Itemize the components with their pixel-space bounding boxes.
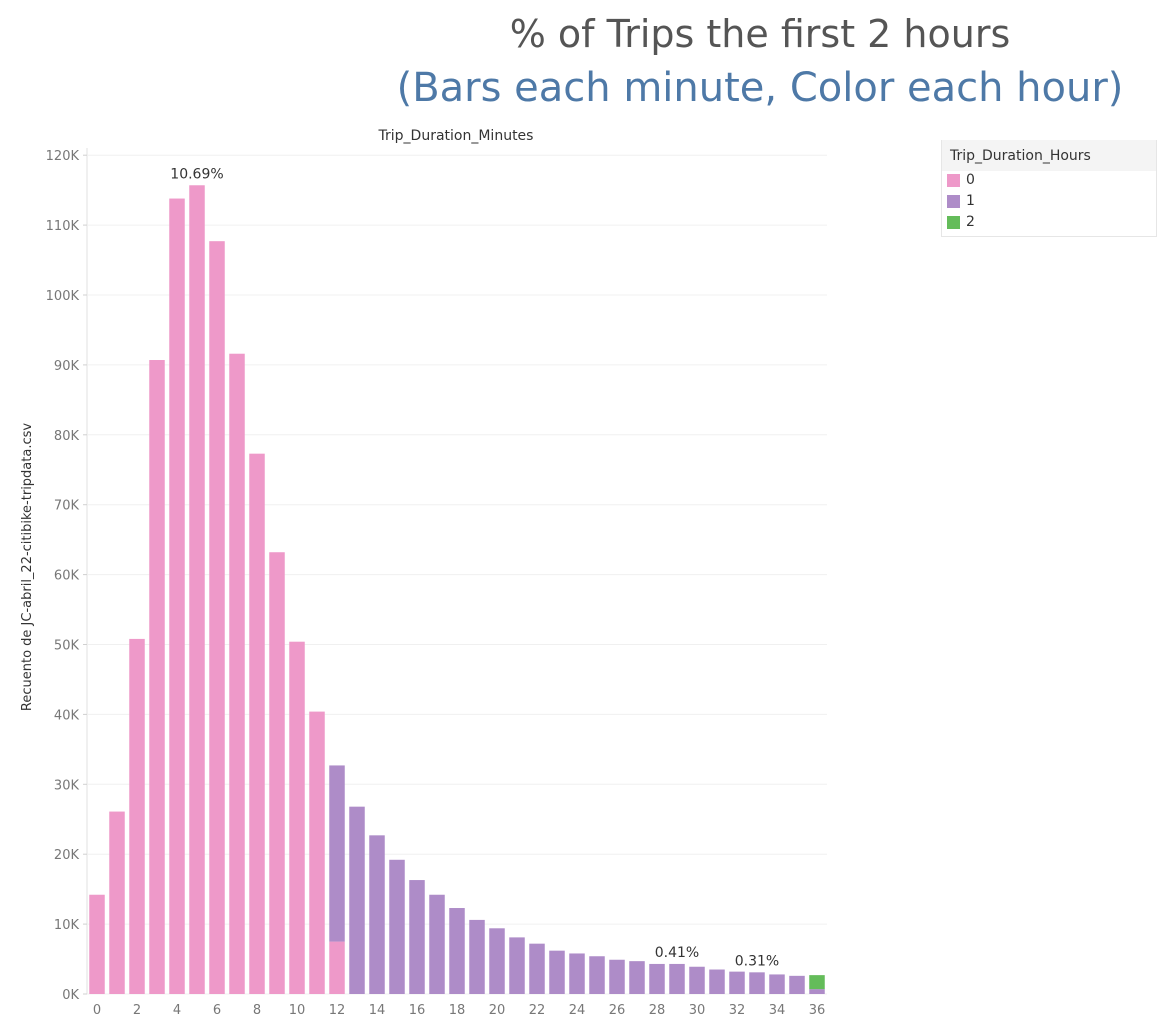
x-tick-label: 24 xyxy=(569,1003,586,1018)
bar-minute-0-hour-0 xyxy=(89,894,105,994)
y-tick-label: 50K xyxy=(54,639,80,654)
bar-minute-16-hour-1 xyxy=(409,880,425,994)
x-tick-label: 10 xyxy=(289,1003,306,1018)
bar-minute-26-hour-1 xyxy=(609,959,625,994)
bar-minute-25-hour-1 xyxy=(589,956,605,994)
bar-minute-36-hour-1 xyxy=(809,989,825,994)
bar-minute-18-hour-1 xyxy=(449,908,465,994)
x-tick-label: 2 xyxy=(133,1003,141,1018)
legend-title: Trip_Duration_Hours xyxy=(942,140,1156,171)
y-tick-label: 80K xyxy=(54,429,80,444)
y-tick-label: 90K xyxy=(54,359,80,374)
bar-minute-6-hour-0 xyxy=(209,241,225,994)
y-tick-label: 110K xyxy=(46,219,80,234)
bar-minute-23-hour-1 xyxy=(549,950,565,994)
x-tick-label: 12 xyxy=(329,1003,346,1018)
bar-minute-11-hour-0 xyxy=(309,711,325,994)
y-tick-label: 0K xyxy=(62,988,79,1003)
bar-minute-7-hour-0 xyxy=(229,353,245,995)
bar-minute-12-hour-1 xyxy=(329,765,345,942)
data-label: 0.31% xyxy=(735,953,779,969)
bar-minute-24-hour-1 xyxy=(569,953,585,994)
bar-minute-4-hour-0 xyxy=(169,198,185,995)
y-tick-label: 100K xyxy=(46,289,80,304)
bar-minute-20-hour-1 xyxy=(489,928,505,994)
legend-swatch-2 xyxy=(947,216,960,229)
legend-label-2: 2 xyxy=(966,214,975,230)
legend-swatch-1 xyxy=(947,195,960,208)
x-tick-label: 6 xyxy=(213,1003,221,1018)
y-tick-label: 60K xyxy=(54,569,80,584)
x-tick-label: 18 xyxy=(449,1003,466,1018)
bar-minute-30-hour-1 xyxy=(689,966,705,994)
bar-minute-17-hour-1 xyxy=(429,894,445,994)
y-tick-label: 120K xyxy=(46,149,80,164)
bar-minute-29-hour-1 xyxy=(669,963,685,994)
bar-minute-12-hour-0 xyxy=(329,941,345,994)
x-tick-label: 20 xyxy=(489,1003,506,1018)
bar-minute-2-hour-0 xyxy=(129,638,145,994)
x-tick-label: 26 xyxy=(609,1003,626,1018)
x-axis-title: Trip_Duration_Minutes xyxy=(378,128,534,144)
bar-minute-35-hour-1 xyxy=(789,975,805,994)
bar-minute-14-hour-1 xyxy=(369,835,385,994)
data-label: 10.69% xyxy=(170,166,223,182)
y-tick-label: 40K xyxy=(54,708,80,723)
y-tick-label: 20K xyxy=(54,848,80,863)
x-tick-label: 28 xyxy=(649,1003,666,1018)
x-tick-label: 34 xyxy=(769,1003,786,1018)
bar-minute-15-hour-1 xyxy=(389,859,405,994)
bar-minute-31-hour-1 xyxy=(709,969,725,994)
bar-minute-22-hour-1 xyxy=(529,943,545,994)
bar-minute-19-hour-1 xyxy=(469,919,485,994)
bar-minute-33-hour-1 xyxy=(749,972,765,994)
y-tick-label: 70K xyxy=(54,499,80,514)
bar-minute-34-hour-1 xyxy=(769,974,785,994)
bar-minute-1-hour-0 xyxy=(109,811,125,994)
legend-label-1: 1 xyxy=(966,193,975,209)
x-tick-label: 16 xyxy=(409,1003,426,1018)
legend-item-0[interactable]: 0 xyxy=(942,171,1156,192)
y-tick-label: 10K xyxy=(54,918,80,933)
y-tick-label: 30K xyxy=(54,778,80,793)
legend-swatch-0 xyxy=(947,174,960,187)
bar-minute-3-hour-0 xyxy=(149,360,165,994)
bar-minute-32-hour-1 xyxy=(729,971,745,994)
x-tick-label: 4 xyxy=(173,1003,181,1018)
bar-minute-28-hour-1 xyxy=(649,963,665,994)
bar-minute-21-hour-1 xyxy=(509,937,525,994)
x-tick-label: 22 xyxy=(529,1003,546,1018)
bar-chart: 0K10K20K30K40K50K60K70K80K90K100K110K120… xyxy=(20,128,827,1018)
legend: Trip_Duration_Hours 0 1 2 xyxy=(941,140,1157,237)
bar-minute-5-hour-0 xyxy=(189,185,205,994)
x-tick-label: 36 xyxy=(809,1003,826,1018)
x-tick-label: 8 xyxy=(253,1003,261,1018)
bar-minute-10-hour-0 xyxy=(289,641,305,994)
bar-minute-27-hour-1 xyxy=(629,961,645,994)
data-label: 0.41% xyxy=(655,945,699,961)
bar-minute-13-hour-1 xyxy=(349,806,365,994)
legend-label-0: 0 xyxy=(966,172,975,188)
bar-minute-8-hour-0 xyxy=(249,453,265,994)
x-tick-label: 32 xyxy=(729,1003,746,1018)
chart-title: % of Trips the first 2 hours xyxy=(509,12,1011,56)
x-tick-label: 30 xyxy=(689,1003,706,1018)
x-tick-label: 0 xyxy=(93,1003,101,1018)
legend-item-1[interactable]: 1 xyxy=(942,192,1156,213)
bar-minute-9-hour-0 xyxy=(269,552,285,994)
x-tick-label: 14 xyxy=(369,1003,386,1018)
chart-subtitle: (Bars each minute, Color each hour) xyxy=(396,65,1124,111)
bar-minute-36-hour-2 xyxy=(809,975,825,990)
y-axis-title: Recuento de JC-abril_22-citibike-tripdat… xyxy=(20,423,35,711)
legend-item-2[interactable]: 2 xyxy=(942,213,1156,234)
